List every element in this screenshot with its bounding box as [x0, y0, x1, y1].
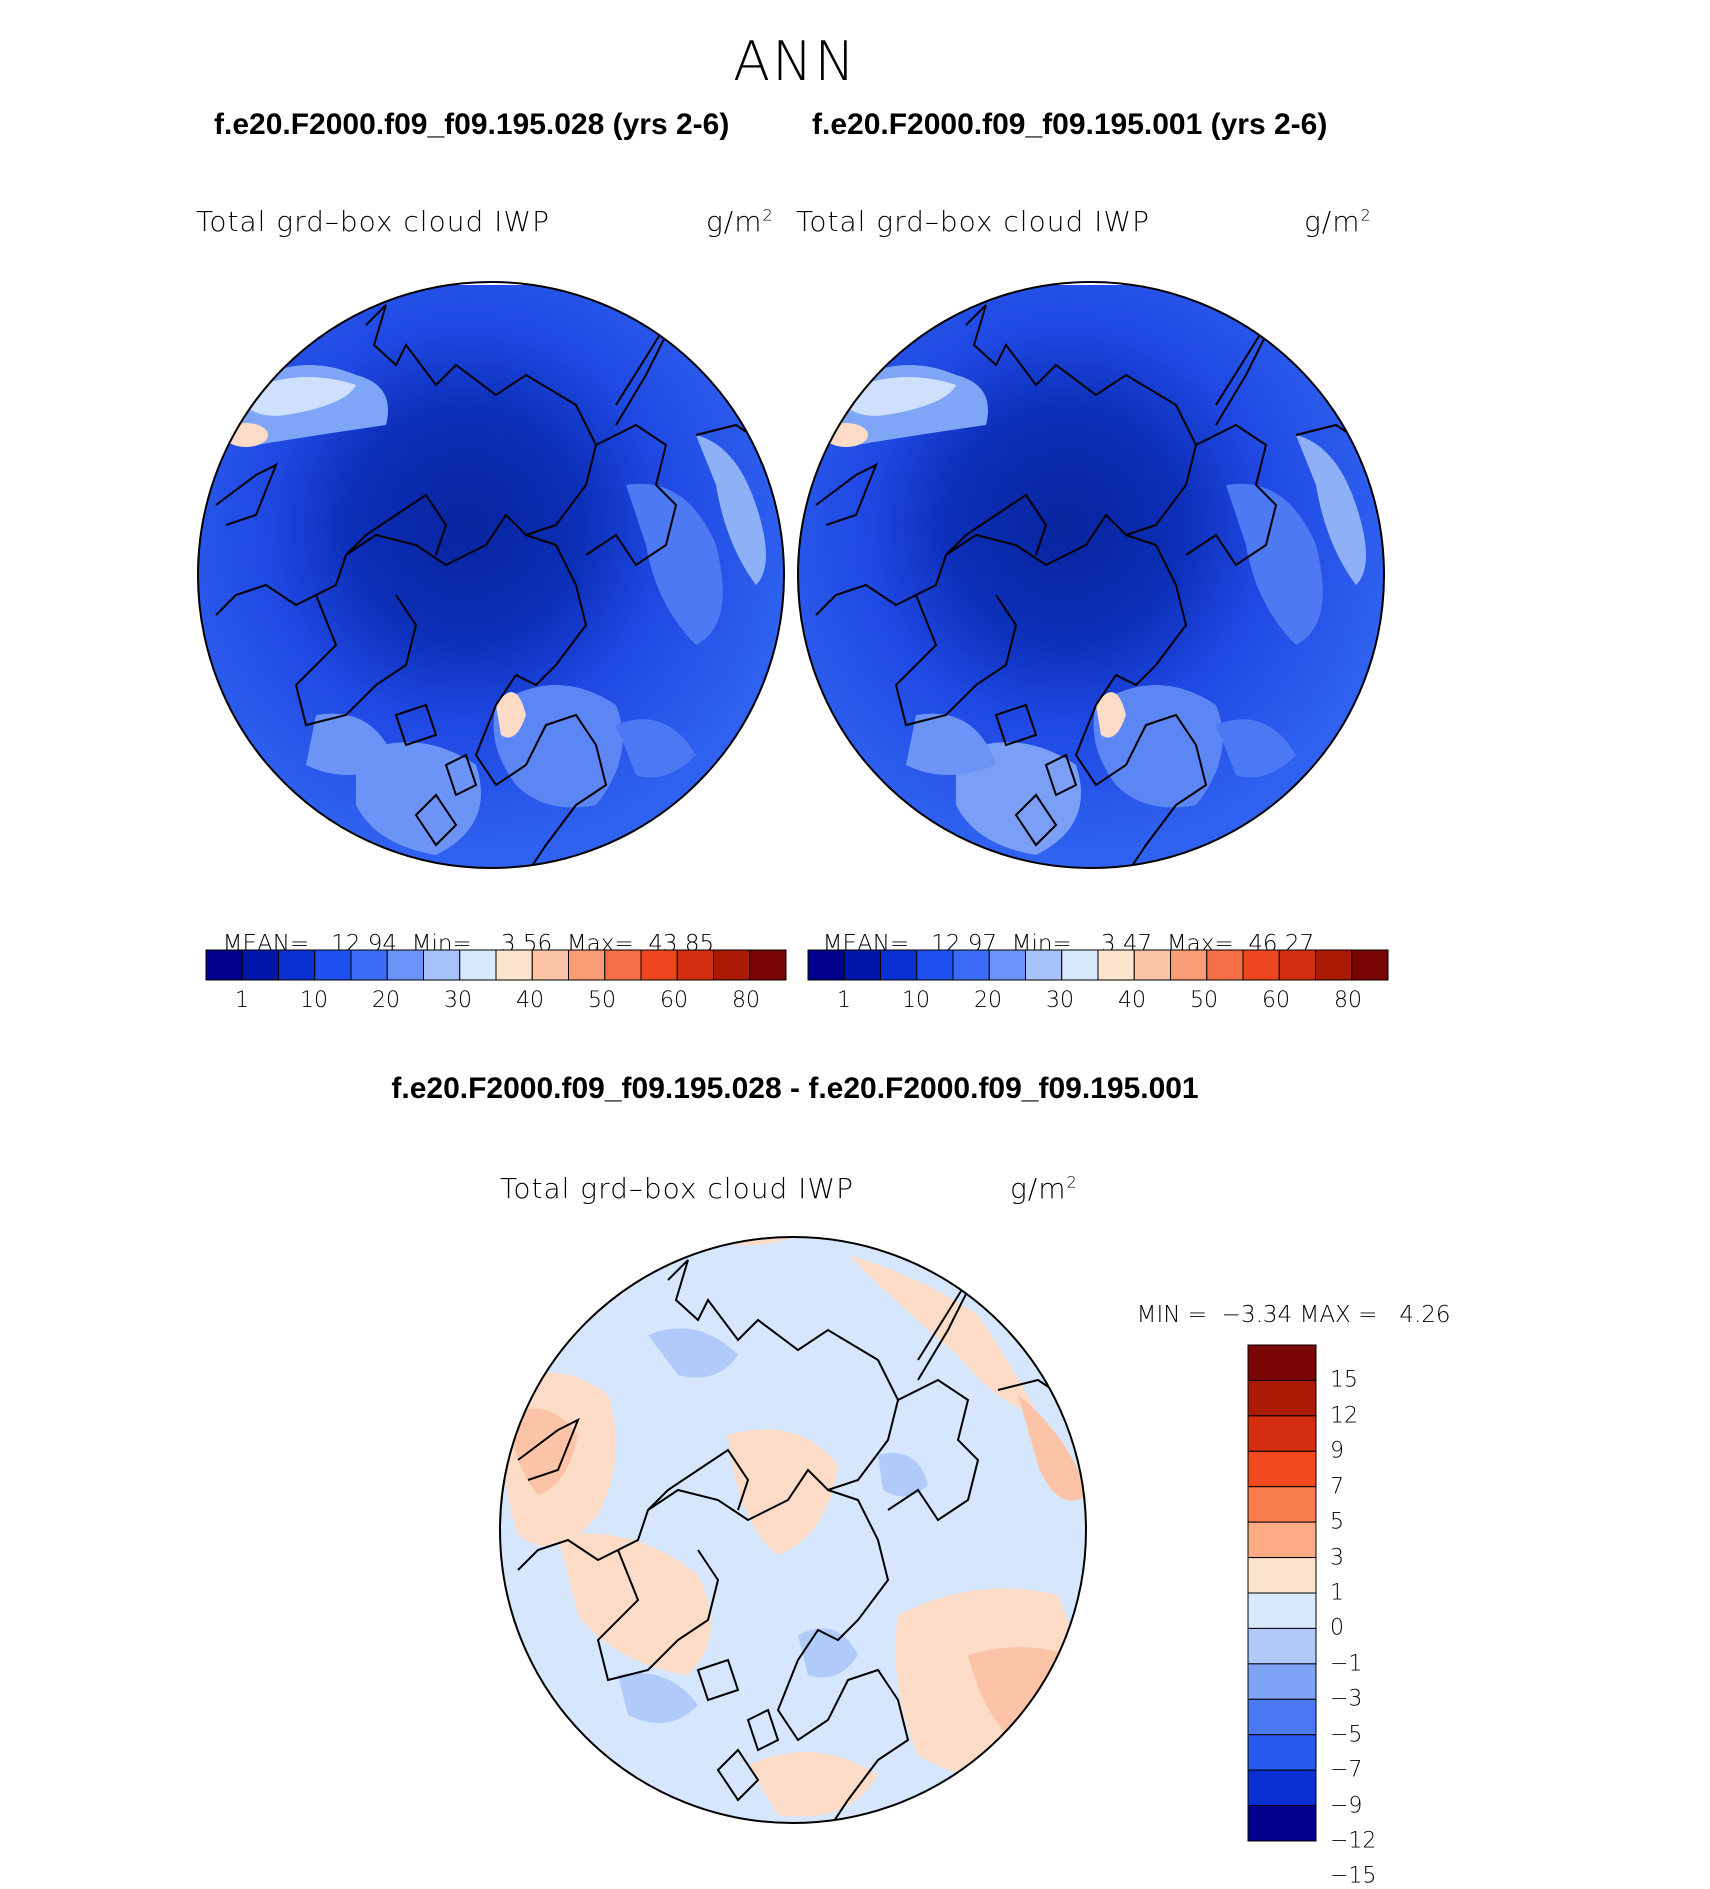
case-title-right: f.e20.F2000.f09_f09.195.001 (yrs 2-6) [812, 108, 1328, 141]
colorbar-panel1 [205, 949, 787, 981]
page-title: ANN [733, 30, 857, 93]
cbar-diff-tick: 5 [1330, 1509, 1344, 1535]
colorbar-swatch [916, 949, 954, 981]
cbar2-tick: 20 [974, 988, 1002, 1013]
colorbar-swatch [386, 949, 424, 981]
cbar-diff-tick: 0 [1330, 1615, 1344, 1641]
colorbar-diff-swatch [1247, 1734, 1317, 1771]
difference-title: f.e20.F2000.f09_f09.195.028 - f.e20.F200… [391, 1072, 1199, 1105]
cbar1-tick: 80 [732, 988, 760, 1013]
cbar1-tick: 10 [300, 988, 328, 1013]
colorbar-diff-swatch [1247, 1415, 1317, 1452]
colorbar-swatch [241, 949, 279, 981]
colorbar-diff-swatch [1247, 1379, 1317, 1417]
colorbar-diff-swatch [1247, 1557, 1317, 1594]
cbar-diff-tick: −3 [1330, 1686, 1363, 1712]
colorbar-diff-swatch [1247, 1450, 1317, 1488]
colorbar-swatch [988, 949, 1026, 981]
colorbar-diff-swatch [1247, 1663, 1317, 1700]
colorbar-diff-swatch [1247, 1521, 1317, 1559]
colorbar-diff-swatch [1247, 1769, 1317, 1807]
cbar-diff-tick: 3 [1330, 1545, 1344, 1571]
panel2-variable-label: Total grd–box cloud IWP [796, 205, 1150, 238]
case-title-left: f.e20.F2000.f09_f09.195.028 (yrs 2-6) [214, 108, 730, 141]
colorbar-swatch [1097, 949, 1135, 981]
cbar-diff-tick: −12 [1330, 1828, 1377, 1854]
colorbar-swatch [1278, 949, 1316, 981]
cbar2-tick: 40 [1118, 988, 1146, 1013]
colorbar-swatch [1061, 949, 1099, 981]
cbar1-tick: 1 [235, 988, 249, 1013]
panel1-units: g/m2 [706, 205, 774, 238]
cbar-diff-tick: 12 [1330, 1403, 1358, 1429]
colorbar-swatch [843, 949, 881, 981]
diff-units: g/m2 [1010, 1172, 1078, 1205]
colorbar-swatch [531, 949, 569, 981]
colorbar-diff-swatch [1247, 1805, 1317, 1842]
colorbar-swatch [1315, 949, 1353, 981]
cbar1-tick: 40 [516, 988, 544, 1013]
colorbar-diff-swatch [1247, 1698, 1317, 1736]
cbar1-tick: 30 [444, 988, 472, 1013]
colorbar-swatch [423, 949, 461, 981]
cbar2-tick: 1 [837, 988, 851, 1013]
cbar-diff-tick: 1 [1330, 1580, 1344, 1606]
cbar2-tick: 60 [1262, 988, 1290, 1013]
colorbar-swatch [350, 949, 388, 981]
colorbar-swatch [459, 949, 497, 981]
colorbar-difference [1247, 1344, 1317, 1842]
colorbar-swatch [713, 949, 751, 981]
cbar-diff-tick: −1 [1330, 1651, 1363, 1677]
cbar1-tick: 20 [372, 988, 400, 1013]
colorbar-swatch [604, 949, 642, 981]
diff-variable-label: Total grd–box cloud IWP [500, 1172, 854, 1205]
colorbar-swatch [1206, 949, 1244, 981]
colorbar-swatch [205, 949, 243, 981]
cbar-diff-tick: 9 [1330, 1438, 1344, 1464]
colorbar-diff-swatch [1247, 1344, 1317, 1381]
colorbar-swatch [1351, 949, 1389, 981]
colorbar-swatch [1133, 949, 1171, 981]
cbar1-tick: 50 [588, 988, 616, 1013]
colorbar-panel2 [807, 949, 1389, 981]
colorbar-diff-swatch [1247, 1627, 1317, 1665]
colorbar-swatch [880, 949, 918, 981]
colorbar-swatch [1242, 949, 1280, 981]
colorbar-swatch [568, 949, 606, 981]
cbar2-tick: 10 [902, 988, 930, 1013]
polar-map-case-028 [197, 281, 785, 869]
cbar-diff-tick: −9 [1330, 1793, 1363, 1819]
polar-map-difference [499, 1236, 1087, 1824]
colorbar-swatch [278, 949, 316, 981]
cbar-diff-tick: −15 [1330, 1863, 1377, 1889]
cbar-diff-tick: 7 [1330, 1474, 1344, 1500]
cbar-diff-tick: −5 [1330, 1722, 1363, 1748]
colorbar-swatch [749, 949, 787, 981]
colorbar-swatch [952, 949, 990, 981]
colorbar-difference-ticks: 15 12 9 7 5 3 1 0 −1 −3 −5 −7 −9 −12 −15 [1330, 1345, 1450, 1889]
cbar1-tick: 60 [660, 988, 688, 1013]
cbar2-tick: 80 [1334, 988, 1362, 1013]
diff-min-max: MIN = −3.34 MAX = 4.26 [1136, 1302, 1451, 1328]
cbar-diff-tick: −7 [1330, 1757, 1363, 1783]
cbar2-tick: 50 [1190, 988, 1218, 1013]
colorbar-swatch [314, 949, 352, 981]
panel2-units: g/m2 [1304, 205, 1372, 238]
colorbar-swatch [1170, 949, 1208, 981]
colorbar-swatch [676, 949, 714, 981]
colorbar-panel2-ticks: 1 10 20 30 40 50 60 80 [808, 988, 1388, 1018]
cbar-diff-tick: 15 [1330, 1367, 1358, 1393]
colorbar-swatch [495, 949, 533, 981]
colorbar-diff-swatch [1247, 1592, 1317, 1629]
colorbar-panel1-ticks: 1 10 20 30 40 50 60 80 [206, 988, 786, 1018]
colorbar-swatch [640, 949, 678, 981]
panel1-variable-label: Total grd–box cloud IWP [196, 205, 550, 238]
colorbar-diff-swatch [1247, 1486, 1317, 1523]
polar-map-case-001 [797, 281, 1385, 869]
cbar2-tick: 30 [1046, 988, 1074, 1013]
colorbar-swatch [1025, 949, 1063, 981]
colorbar-swatch [807, 949, 845, 981]
